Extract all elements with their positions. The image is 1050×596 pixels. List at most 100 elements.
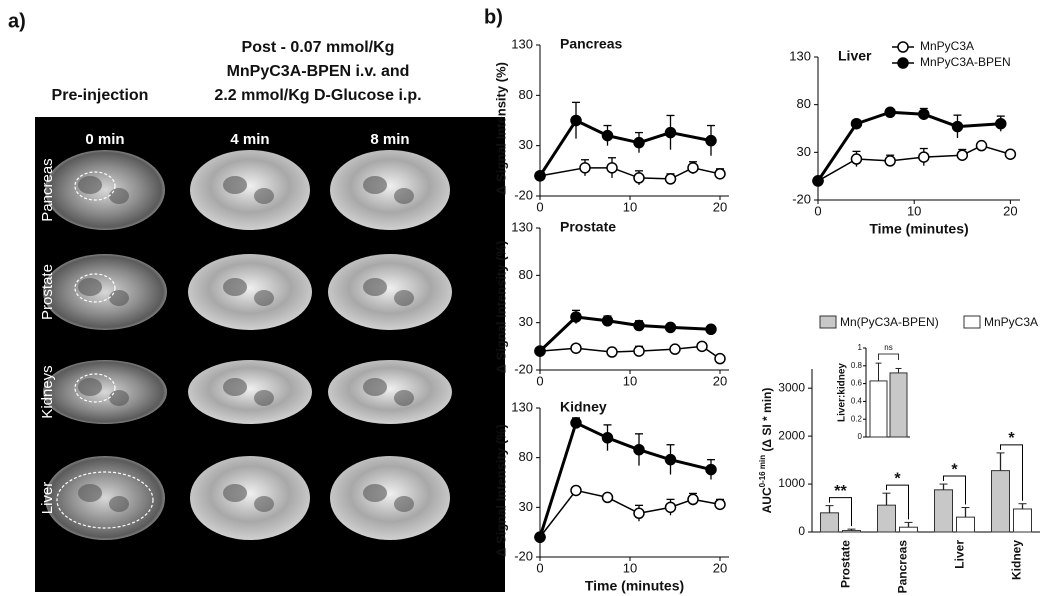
mri-detail [394, 390, 414, 406]
mri-slice [328, 360, 452, 424]
row-label: Kidneys [39, 365, 56, 418]
marker [601, 315, 614, 327]
marker [918, 151, 930, 163]
marker [633, 345, 645, 357]
y-tick-label: 0.6 [851, 379, 863, 388]
marker [687, 493, 699, 506]
y-tick-label: 1000 [778, 476, 805, 490]
x-tick-label: 20 [1003, 203, 1017, 218]
x-tick-label: 0 [536, 560, 543, 575]
marker [570, 417, 582, 429]
marker [714, 498, 726, 511]
chart-title: Prostate [560, 219, 616, 235]
mri-detail [394, 188, 414, 204]
bar [869, 380, 888, 438]
mri-detail [363, 278, 387, 296]
x-tick-label: 20 [713, 199, 727, 214]
marker [956, 149, 969, 161]
marker [664, 453, 677, 466]
column-header: Pre-injection [52, 87, 149, 104]
significance-label: * [1008, 430, 1015, 447]
marker [975, 139, 988, 152]
marker [633, 319, 645, 332]
marker [534, 531, 546, 543]
y-tick-label: 130 [511, 399, 533, 414]
legend-swatch [819, 315, 837, 329]
marker [951, 120, 964, 133]
marker [714, 352, 726, 365]
y-tick-label: 30 [519, 137, 533, 152]
x-tick-label: Liver [953, 540, 967, 569]
mri-detail [78, 378, 102, 396]
mri-slice [330, 456, 450, 540]
mri-detail [223, 278, 247, 296]
mri-slice [43, 360, 167, 424]
marker [850, 153, 863, 165]
y-tick-label: 30 [519, 314, 533, 329]
legend-label: MnPyC3A [920, 39, 974, 53]
row-label: Prostate [39, 264, 56, 320]
mri-detail [223, 378, 247, 396]
significance-bracket [886, 484, 909, 520]
bar [842, 530, 861, 533]
series-line [539, 345, 721, 360]
legend-label: MnPyC3A-BPEN [920, 55, 1011, 69]
marker [705, 323, 717, 336]
bar [877, 504, 896, 533]
legend-marker [897, 41, 909, 53]
y-tick-label: 2000 [778, 428, 805, 442]
y-tick-label: 130 [511, 219, 533, 234]
mri-slice [45, 456, 165, 540]
column-header: 2.2 mmol/Kg D-Glucose i.p. [214, 87, 421, 104]
legend-label: Mn(PyC3A-BPEN) [840, 315, 939, 329]
mri-slice [190, 456, 310, 540]
y-axis-label-sup: 0-16 min [758, 455, 767, 488]
y-tick-label: -20 [514, 548, 533, 563]
mri-detail [394, 290, 414, 306]
marker [850, 117, 863, 130]
bar [934, 489, 953, 533]
marker [884, 106, 896, 119]
marker [570, 342, 582, 354]
mri-detail [223, 176, 247, 194]
y-tick-label: 80 [519, 267, 533, 282]
mri-slice [328, 254, 452, 330]
y-tick-label: 0.8 [851, 361, 863, 370]
chart-title: Liver [838, 48, 872, 64]
marker [606, 346, 618, 358]
mri-slice [43, 254, 167, 330]
x-axis-label: Time (minutes) [869, 221, 968, 237]
significance-label: ns [884, 343, 892, 352]
legend-marker [897, 57, 909, 69]
marker [812, 175, 824, 187]
marker [579, 162, 591, 174]
marker [570, 311, 582, 323]
mri-detail [394, 496, 414, 512]
marker [606, 162, 618, 174]
marker [884, 155, 896, 167]
y-axis-label: Δ Signal Intensity (%) [493, 241, 508, 374]
x-tick-label: 0 [536, 373, 543, 388]
legend-label: MnPyC3A [984, 315, 1038, 329]
x-tick-label: 10 [907, 203, 921, 218]
x-axis-label: Time (minutes) [585, 578, 684, 594]
y-tick-label: -20 [514, 187, 533, 202]
roi-outline [56, 471, 154, 529]
marker [705, 463, 717, 476]
significance-label: ** [834, 483, 847, 500]
y-tick-label: 80 [519, 87, 533, 102]
mri-detail [223, 484, 247, 502]
chart-title: Kidney [560, 399, 607, 415]
y-axis-label: Liver:kidney [837, 363, 848, 422]
y-tick-label: 3000 [778, 380, 805, 394]
time-label: 0 min [85, 131, 124, 148]
marker [664, 501, 677, 514]
row-label: Liver [39, 482, 56, 515]
marker [570, 114, 582, 127]
marker [1004, 148, 1017, 160]
x-tick-label: Kidney [1010, 540, 1024, 580]
mri-slice [190, 150, 310, 230]
y-axis-label: Δ Signal Intensity (%) [493, 424, 508, 557]
mri-images [43, 150, 452, 540]
